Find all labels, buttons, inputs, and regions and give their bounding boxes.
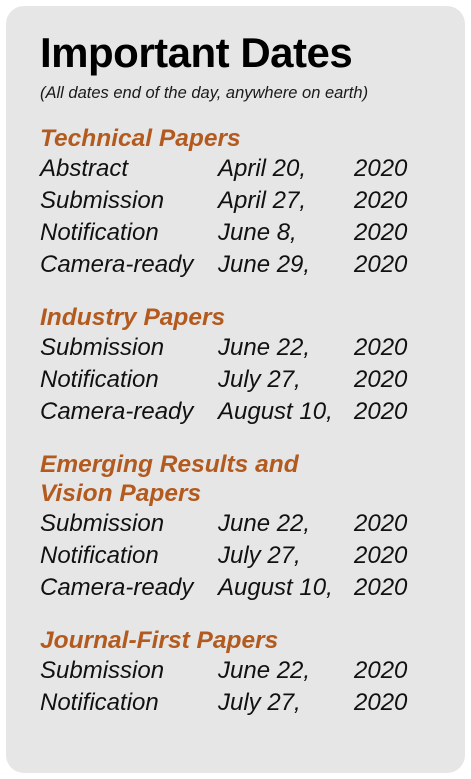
- milestone-date: August 10,: [218, 398, 333, 425]
- milestone-label: Notification: [40, 219, 159, 246]
- milestone-label: Notification: [40, 542, 159, 569]
- date-row: Notification July 27, 2020: [40, 540, 465, 572]
- milestone-year: 2020: [354, 542, 408, 569]
- milestone-year: 2020: [354, 155, 408, 182]
- milestone-label: Notification: [40, 366, 159, 393]
- milestone-date: April 27,: [218, 187, 307, 214]
- milestone-label: Abstract: [40, 155, 129, 182]
- milestone-date: July 27,: [218, 689, 301, 716]
- section-title-line: Industry Papers: [40, 304, 226, 331]
- milestone-date: August 10,: [218, 574, 333, 601]
- section-title-line: Vision Papers: [40, 480, 202, 507]
- milestone-date: June 22,: [218, 657, 311, 684]
- date-row: Submission June 22, 2020: [40, 655, 465, 687]
- milestone-year: 2020: [354, 510, 408, 537]
- date-row: Abstract April 20, 2020: [40, 153, 465, 185]
- milestone-label: Notification: [40, 689, 159, 716]
- date-row: Camera-ready August 10, 2020: [40, 572, 465, 604]
- milestone-date: June 22,: [218, 510, 311, 537]
- milestone-date: June 29,: [218, 251, 311, 278]
- milestone-label: Submission: [40, 657, 165, 684]
- section-title: Technical Papers: [40, 124, 465, 153]
- date-row: Notification June 8, 2020: [40, 217, 465, 249]
- section-title-line: Emerging Results and: [40, 451, 299, 478]
- milestone-year: 2020: [354, 251, 408, 278]
- milestone-label: Submission: [40, 334, 165, 361]
- milestone-year: 2020: [354, 366, 408, 393]
- important-dates-card: Important Dates (All dates end of the da…: [6, 6, 465, 773]
- page-subtitle: (All dates end of the day, anywhere on e…: [40, 84, 369, 102]
- section-journal-first-papers: Journal-First Papers Submission June 22,…: [40, 626, 465, 719]
- milestone-date: July 27,: [218, 366, 301, 393]
- section-title-line: Journal-First Papers: [40, 627, 279, 654]
- milestone-date: July 27,: [218, 542, 301, 569]
- section-title: Journal-First Papers: [40, 626, 465, 655]
- section-title: Industry Papers: [40, 303, 465, 332]
- milestone-label: Camera-ready: [40, 398, 194, 425]
- milestone-label: Camera-ready: [40, 574, 194, 601]
- milestone-year: 2020: [354, 334, 408, 361]
- page-title: Important Dates: [40, 29, 353, 76]
- milestone-label: Camera-ready: [40, 251, 194, 278]
- section-title: Emerging Results and Vision Papers: [40, 450, 465, 508]
- milestone-label: Submission: [40, 187, 165, 214]
- milestone-year: 2020: [354, 187, 408, 214]
- section-technical-papers: Technical Papers Abstract April 20, 2020…: [40, 124, 465, 281]
- date-row: Submission April 27, 2020: [40, 185, 465, 217]
- milestone-year: 2020: [354, 574, 408, 601]
- milestone-year: 2020: [354, 689, 408, 716]
- section-title-line: Technical Papers: [40, 125, 241, 152]
- milestone-date: April 20,: [218, 155, 307, 182]
- section-industry-papers: Industry Papers Submission June 22, 2020…: [40, 303, 465, 428]
- milestone-date: June 8,: [218, 219, 297, 246]
- date-row: Submission June 22, 2020: [40, 332, 465, 364]
- milestone-year: 2020: [354, 398, 408, 425]
- date-row: Submission June 22, 2020: [40, 508, 465, 540]
- date-row: Notification July 27, 2020: [40, 364, 465, 396]
- milestone-year: 2020: [354, 657, 408, 684]
- milestone-year: 2020: [354, 219, 408, 246]
- date-row: Notification July 27, 2020: [40, 687, 465, 719]
- section-emerging-results-vision-papers: Emerging Results and Vision Papers Submi…: [40, 450, 465, 604]
- milestone-label: Submission: [40, 510, 165, 537]
- date-row: Camera-ready June 29, 2020: [40, 249, 465, 281]
- milestone-date: June 22,: [218, 334, 311, 361]
- date-row: Camera-ready August 10, 2020: [40, 396, 465, 428]
